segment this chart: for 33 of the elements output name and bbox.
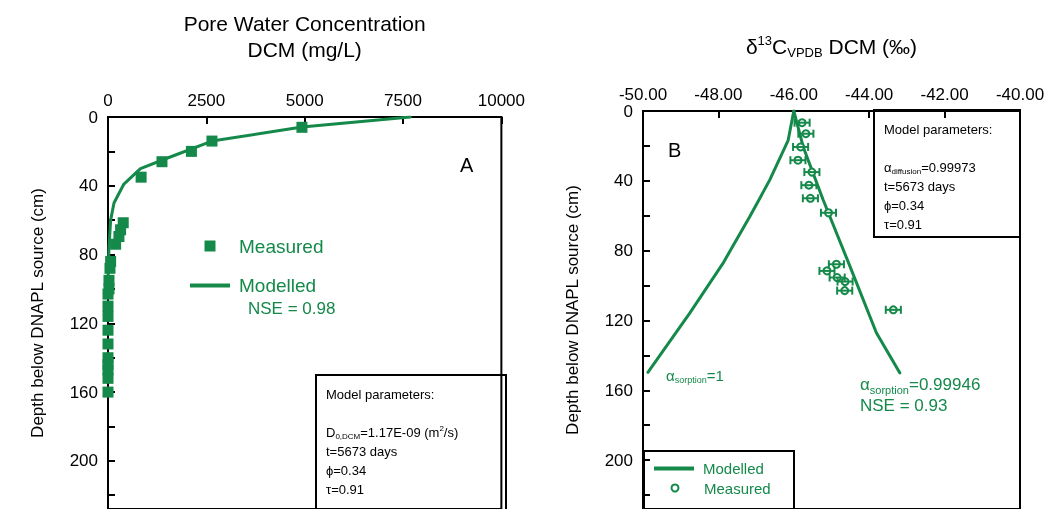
y-tick-label: 40 bbox=[614, 171, 633, 191]
annotation: A bbox=[460, 154, 474, 176]
annotation: NSE = 0.93 bbox=[860, 396, 948, 415]
x-tick-label: -42.00 bbox=[920, 85, 969, 104]
y-axis-title: Depth below DNAPL source (cm) bbox=[28, 188, 47, 438]
x-tick-label: -46.00 bbox=[769, 85, 818, 104]
y-tick-label: 200 bbox=[69, 451, 98, 471]
y-axis-title: Depth below DNAPL source (cm) bbox=[563, 185, 582, 435]
x-tick-label: 2500 bbox=[187, 91, 226, 110]
x-tick-label: 0 bbox=[103, 91, 113, 110]
legend-label: Measured bbox=[239, 235, 324, 257]
y-tick-label: 80 bbox=[79, 245, 98, 265]
y-tick-label: 80 bbox=[614, 241, 633, 261]
y-tick-label: 200 bbox=[604, 450, 633, 470]
x-tick-label: 10000 bbox=[477, 91, 525, 110]
x-axis-title: Pore Water Concentration DCM (mg/L) bbox=[183, 11, 426, 61]
y-tick-label: 120 bbox=[604, 310, 633, 330]
y-tick-label: 0 bbox=[88, 107, 98, 127]
y-tick-label: 160 bbox=[69, 382, 98, 402]
y-tick-label: 40 bbox=[79, 176, 98, 196]
y-tick-label: 160 bbox=[604, 380, 633, 400]
x-tick-label: -44.00 bbox=[845, 85, 894, 104]
annotation: NSE = 0.98 bbox=[248, 299, 336, 318]
legend-label: Measured bbox=[704, 479, 771, 497]
x-tick-label: 7500 bbox=[384, 91, 422, 110]
x-tick-label: 5000 bbox=[285, 91, 324, 110]
x-tick-label: -48.00 bbox=[694, 85, 743, 104]
annotation: B bbox=[668, 139, 682, 161]
x-tick-label: -50.00 bbox=[618, 85, 668, 104]
x-tick-label: -40.00 bbox=[995, 85, 1045, 104]
legend-label: Modelled bbox=[703, 460, 764, 477]
legend-label: Modelled bbox=[239, 275, 317, 296]
y-tick-label: 120 bbox=[69, 313, 98, 333]
